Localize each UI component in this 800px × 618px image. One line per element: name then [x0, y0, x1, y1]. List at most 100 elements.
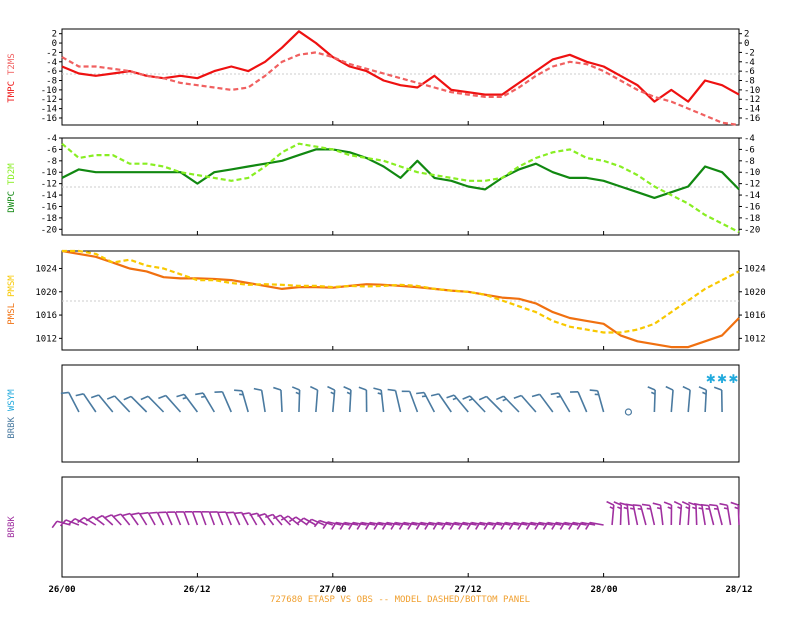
barb-shaft — [200, 511, 207, 526]
barb-feather — [330, 391, 335, 395]
barb-feather — [253, 387, 262, 392]
barb-feather — [225, 511, 234, 514]
barb-feather — [85, 515, 94, 522]
barb-shaft — [233, 511, 241, 526]
y-tick-label-right: -8 — [744, 157, 755, 167]
obs-wind-barb — [550, 392, 571, 413]
barb-feather — [630, 507, 635, 510]
x-tick-label: 26/00 — [48, 585, 75, 595]
barb-feather — [550, 392, 559, 396]
barb-feather — [201, 395, 206, 398]
barb-feather — [295, 391, 300, 395]
barb-feather — [241, 512, 250, 515]
barb-shaft — [98, 394, 114, 413]
td2m-label: TD2M — [7, 163, 17, 185]
barb-feather — [257, 513, 266, 517]
series-tmpc-line — [61, 30, 740, 103]
y-tick-label-right: 1012 — [744, 334, 766, 344]
barb-feather — [491, 522, 498, 530]
barb-feather — [589, 389, 598, 392]
obs-wind-barb — [589, 389, 605, 413]
obs-wind-barb — [495, 395, 520, 413]
obs-wind-barb — [430, 393, 452, 413]
obs-wind-barb — [570, 390, 588, 413]
barb-feather — [123, 395, 132, 401]
barb-shaft — [589, 521, 604, 526]
barb-feather — [719, 502, 728, 507]
barb-feather — [700, 503, 709, 507]
barb-feather — [709, 503, 718, 507]
model-wind-barb — [265, 513, 283, 526]
barb-shaft — [687, 390, 691, 413]
barb-feather — [288, 516, 297, 523]
model-wind-barb — [681, 501, 691, 526]
barb-feather — [346, 391, 352, 395]
obs-wind-barb — [416, 391, 436, 413]
svg-text:PMSLPMSM: PMSL PMSM — [7, 275, 17, 325]
obs-wind-barb — [698, 386, 708, 413]
barb-feather — [424, 522, 430, 530]
x-tick-label: 27/12 — [454, 585, 481, 595]
barb-shaft — [279, 514, 292, 526]
y-tick-label-right: -8 — [744, 77, 755, 87]
barb-feather — [632, 504, 641, 507]
svg-text:DWPCTD2M: DWPC TD2M — [7, 163, 17, 213]
model-wind-barb — [131, 512, 148, 526]
barb-feather — [77, 516, 85, 524]
barb-feather — [646, 507, 651, 510]
y-tick-label-right: -14 — [744, 191, 760, 201]
series-lines — [61, 30, 740, 349]
barb-feather — [677, 506, 682, 510]
model-wind-panel-frame — [61, 476, 740, 578]
y-tick-label-left: 1016 — [35, 311, 57, 321]
barb-feather — [339, 522, 346, 530]
barb-feather — [432, 522, 439, 530]
barb-feather — [483, 522, 489, 530]
calm-wind-circle — [624, 408, 633, 416]
obs-wind-barb — [647, 386, 656, 413]
model-wind-barb — [122, 512, 139, 526]
obs-wind-barb — [214, 391, 232, 413]
y-tick-label-right: 1024 — [744, 264, 766, 274]
y-tick-label-left: 2 — [52, 30, 57, 40]
model-wind-barb — [209, 511, 224, 526]
y-tick-label-right: -12 — [744, 95, 760, 105]
model-wind-barb — [641, 503, 656, 526]
temperature-label: TMPC T2MS — [7, 53, 17, 102]
y-tick-label-right: -4 — [744, 134, 755, 144]
barb-feather — [273, 386, 282, 391]
obs-wind-barb — [446, 394, 469, 413]
y-tick-label-left: -14 — [41, 105, 57, 115]
barb-shaft — [295, 516, 308, 526]
barb-feather — [280, 515, 289, 521]
model-wind-barb — [257, 513, 275, 526]
barb-feather — [681, 501, 690, 506]
barb-feather — [665, 385, 674, 391]
obs-wind-barb — [343, 386, 352, 413]
y-tick-label-left: 1024 — [35, 264, 57, 274]
barb-feather — [331, 522, 337, 530]
barb-feather — [513, 394, 522, 400]
barb-shaft — [68, 392, 80, 413]
model-wind-barb — [113, 513, 131, 526]
barb-feather — [313, 520, 321, 528]
model-brbk-label: BRBK — [7, 516, 17, 538]
model-wind-barb — [167, 511, 182, 526]
model-wind-barb — [149, 511, 165, 526]
barb-feather — [734, 506, 739, 510]
barb-feather — [458, 522, 464, 530]
obs-wind-barb — [665, 385, 674, 413]
barb-feather — [407, 522, 413, 530]
barb-feather — [348, 522, 354, 530]
model-wind-barb — [700, 503, 715, 526]
barb-feather — [462, 395, 471, 400]
y-tick-label-right: -2 — [744, 48, 755, 58]
model-wind-barb — [719, 502, 732, 526]
pmsl-label: PMSL — [7, 303, 17, 325]
model-wind-barb — [217, 511, 232, 526]
y-tick-label-left: -4 — [46, 134, 57, 144]
barb-feather — [68, 518, 76, 525]
barb-feather — [585, 522, 591, 530]
obs-wind-barb — [140, 395, 165, 413]
model-wind-barb — [663, 501, 673, 526]
